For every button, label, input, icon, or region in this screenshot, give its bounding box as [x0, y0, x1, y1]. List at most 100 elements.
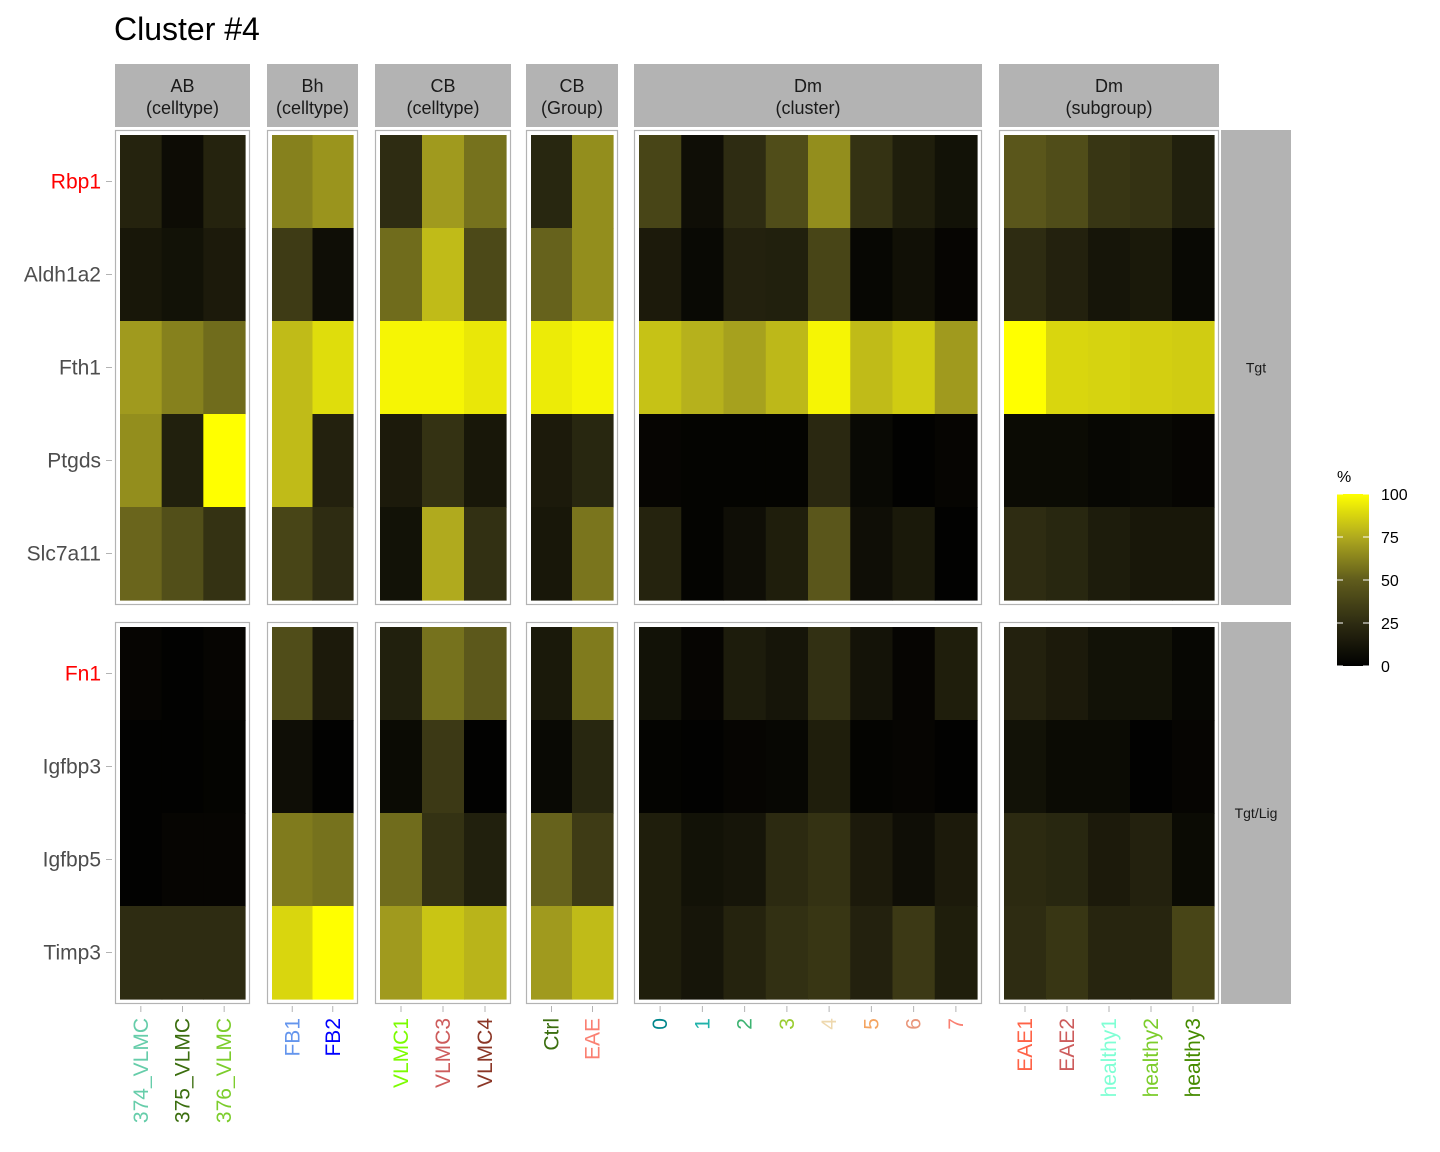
heatmap-cell — [120, 720, 163, 814]
heatmap-cell — [161, 906, 204, 1000]
heatmap-cell — [531, 321, 573, 415]
heatmap-cell — [272, 720, 314, 814]
heatmap-cell — [464, 627, 507, 721]
heatmap-cell — [765, 507, 809, 601]
heatmap-cell — [1004, 813, 1047, 907]
heatmap-cell — [723, 720, 767, 814]
column-strip-sublabel: (celltype) — [406, 98, 479, 118]
heatmap-cell — [1046, 906, 1089, 1000]
heatmap-cell — [1004, 321, 1047, 415]
y-tick-label: Igfbp5 — [43, 849, 101, 872]
heatmap-cell — [312, 228, 354, 322]
y-tick-label: Ptgds — [47, 450, 101, 473]
heatmap-cell — [1130, 627, 1173, 721]
x-tick-label: healthy2 — [1140, 1018, 1163, 1097]
y-tick-label: Fn1 — [65, 663, 101, 686]
column-strip-sublabel: (celltype) — [276, 98, 349, 118]
x-tick-label: 0 — [649, 1018, 672, 1030]
legend-tick-label: 100 — [1381, 487, 1408, 504]
heatmap-cell — [850, 906, 894, 1000]
heatmap-cell — [572, 135, 614, 229]
heatmap-cell — [120, 627, 163, 721]
y-tick-label: Aldh1a2 — [24, 264, 101, 287]
heatmap-cell — [161, 228, 204, 322]
heatmap-cell — [380, 321, 423, 415]
heatmap-cell — [272, 813, 314, 907]
column-strip-label: Bh — [301, 76, 323, 96]
heatmap-cell — [681, 228, 725, 322]
heatmap-cell — [765, 228, 809, 322]
heatmap-cell — [892, 414, 936, 508]
heatmap-cell — [203, 906, 246, 1000]
heatmap-cell — [120, 813, 163, 907]
heatmap-cell — [572, 906, 614, 1000]
heatmap-cell — [1046, 627, 1089, 721]
heatmap-cell — [422, 627, 465, 721]
heatmap-cell — [380, 720, 423, 814]
heatmap-cell — [1088, 414, 1131, 508]
heatmap-cell — [765, 813, 809, 907]
heatmap-cell — [312, 507, 354, 601]
heatmap-cell — [1004, 720, 1047, 814]
heatmap-cell — [161, 813, 204, 907]
heatmap-cell — [850, 813, 894, 907]
heatmap-cell — [934, 414, 978, 508]
x-tick-label: EAE — [582, 1018, 605, 1060]
x-tick-label: VLMC4 — [474, 1018, 497, 1088]
heatmap-cell — [272, 414, 314, 508]
heatmap-cell — [161, 321, 204, 415]
heatmap-cell — [934, 813, 978, 907]
heatmap-cell — [203, 720, 246, 814]
heatmap-cell — [1004, 228, 1047, 322]
heatmap-cell — [934, 228, 978, 322]
heatmap-cell — [161, 135, 204, 229]
heatmap-cell — [681, 720, 725, 814]
heatmap-cell — [1088, 720, 1131, 814]
heatmap-cell — [765, 135, 809, 229]
heatmap-cell — [1004, 135, 1047, 229]
heatmap-cell — [380, 507, 423, 601]
heatmap-cell — [1088, 813, 1131, 907]
heatmap-cell — [1088, 228, 1131, 322]
heatmap-cell — [572, 321, 614, 415]
column-strip-label: CB — [559, 76, 584, 96]
heatmap-cell — [1130, 906, 1173, 1000]
heatmap-cell — [1088, 321, 1131, 415]
heatmap-cell — [572, 627, 614, 721]
column-strip-sublabel: (celltype) — [146, 98, 219, 118]
heatmap-cell — [272, 321, 314, 415]
heatmap-cell — [850, 135, 894, 229]
heatmap-cell — [892, 813, 936, 907]
heatmap-cell — [681, 414, 725, 508]
column-strip-label: Dm — [1095, 76, 1123, 96]
heatmap-cell — [1130, 720, 1173, 814]
column-strip-4 — [634, 64, 982, 127]
heatmap-cell — [850, 720, 894, 814]
y-tick-label: Rbp1 — [51, 171, 101, 194]
x-tick-label: Ctrl — [541, 1018, 564, 1051]
heatmap-cell — [1046, 507, 1089, 601]
x-tick-label: 2 — [734, 1018, 757, 1030]
heatmap-cell — [312, 627, 354, 721]
x-tick-label: 4 — [818, 1018, 841, 1030]
chart-title: Cluster #4 — [114, 11, 260, 47]
heatmap-cell — [272, 906, 314, 1000]
heatmap-cell — [422, 720, 465, 814]
heatmap-cell — [808, 414, 851, 508]
heatmap-cell — [572, 507, 614, 601]
x-tick-label: VLMC3 — [432, 1018, 455, 1088]
heatmap-cell — [850, 627, 894, 721]
heatmap-cell — [120, 321, 163, 415]
heatmap-cell — [723, 135, 767, 229]
heatmap-cell — [464, 906, 507, 1000]
heatmap-cell — [850, 321, 894, 415]
heatmap-cell — [1172, 906, 1215, 1000]
heatmap-cell — [723, 414, 767, 508]
heatmap-cell — [1172, 228, 1215, 322]
heatmap-cell — [1046, 813, 1089, 907]
heatmap-cell — [380, 906, 423, 1000]
legend-tick-label: 25 — [1381, 616, 1399, 633]
heatmap-cell — [892, 228, 936, 322]
heatmap-cell — [892, 321, 936, 415]
